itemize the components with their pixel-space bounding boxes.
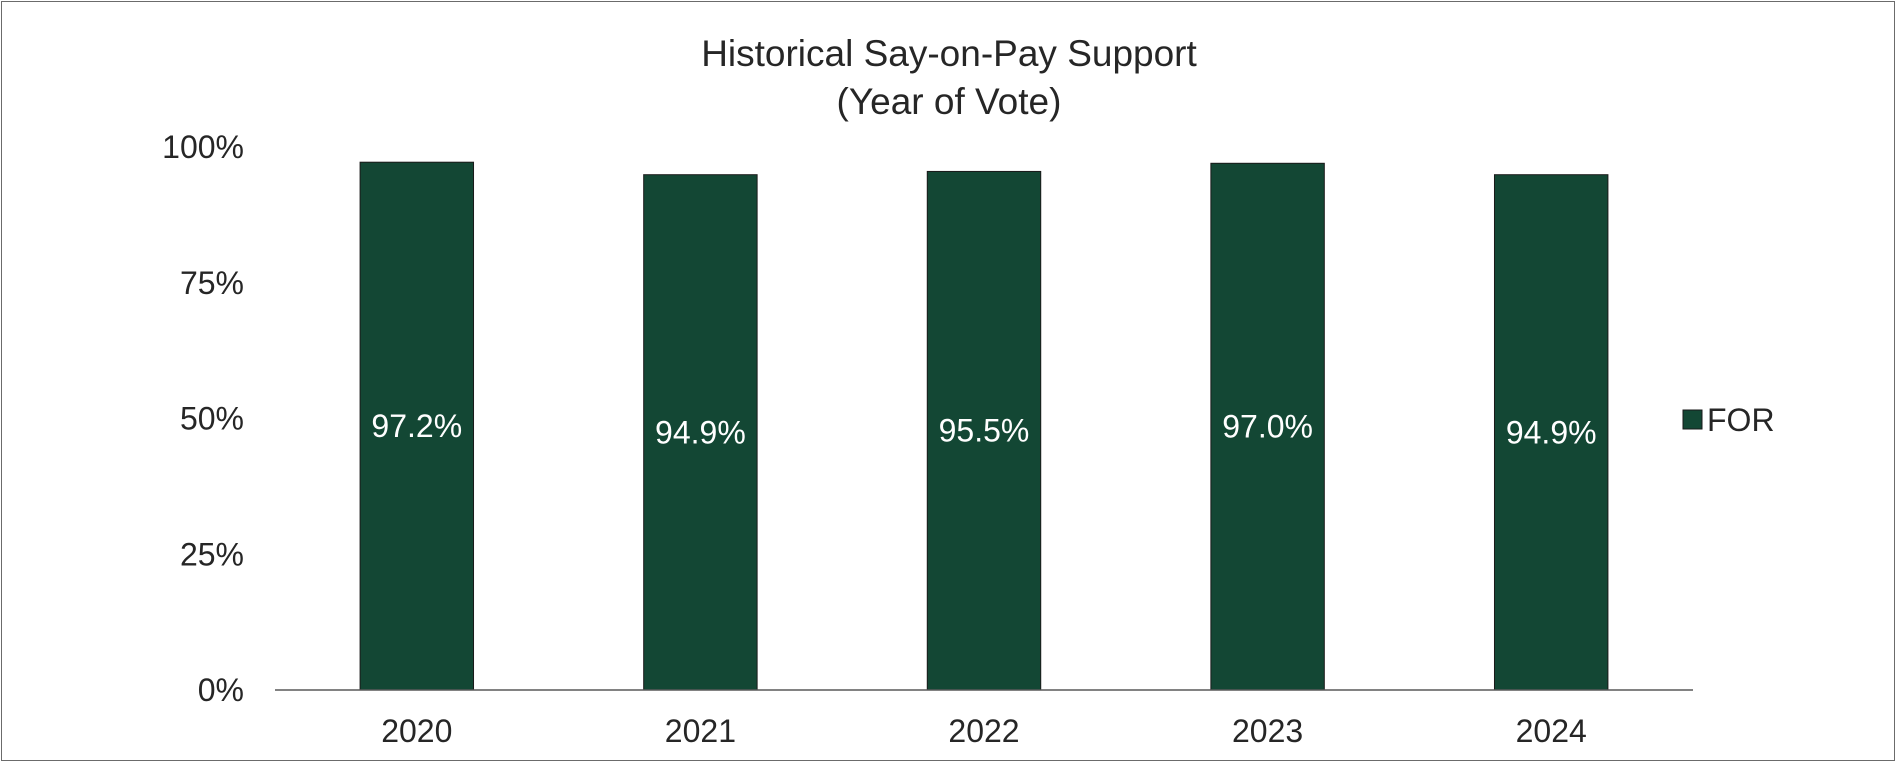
bar-2023 (1210, 162, 1325, 691)
data-labels: 97.2% 94.9% 95.5% 97.0% 94.9% (371, 408, 1596, 450)
bar-2024 (1493, 174, 1609, 691)
x-tick-label-2021: 2021 (665, 713, 736, 749)
x-tick-label-2020: 2020 (381, 713, 452, 749)
x-tick-label-2022: 2022 (948, 713, 1019, 749)
chart-subtitle: (Year of Vote) (837, 81, 1062, 122)
data-label-2023: 97.0% (1222, 409, 1313, 445)
data-label-2022: 95.5% (939, 413, 1030, 449)
y-tick-label: 25% (180, 536, 244, 572)
bar-2020 (359, 161, 475, 691)
data-label-2024: 94.9% (1506, 414, 1597, 450)
legend: FOR (1682, 402, 1775, 438)
x-axis-categories: 2020 2021 2022 2023 2024 (381, 713, 1587, 749)
y-tick-label: 50% (180, 401, 244, 437)
bar-series-for (359, 161, 1609, 691)
bar-2022 (926, 170, 1042, 691)
y-axis-ticks: 0% 25% 50% 75% 100% (162, 129, 244, 708)
x-tick-label-2023: 2023 (1232, 713, 1303, 749)
legend-swatch-for (1682, 409, 1703, 430)
y-tick-label: 0% (198, 672, 244, 708)
bar-2021 (643, 174, 758, 691)
y-tick-label: 100% (162, 129, 244, 165)
data-label-2020: 97.2% (371, 408, 462, 444)
legend-label-for: FOR (1707, 402, 1775, 438)
x-tick-label-2024: 2024 (1516, 713, 1587, 749)
data-label-2021: 94.9% (655, 414, 746, 450)
chart-title: Historical Say-on-Pay Support (701, 33, 1197, 74)
y-tick-label: 75% (180, 265, 244, 301)
